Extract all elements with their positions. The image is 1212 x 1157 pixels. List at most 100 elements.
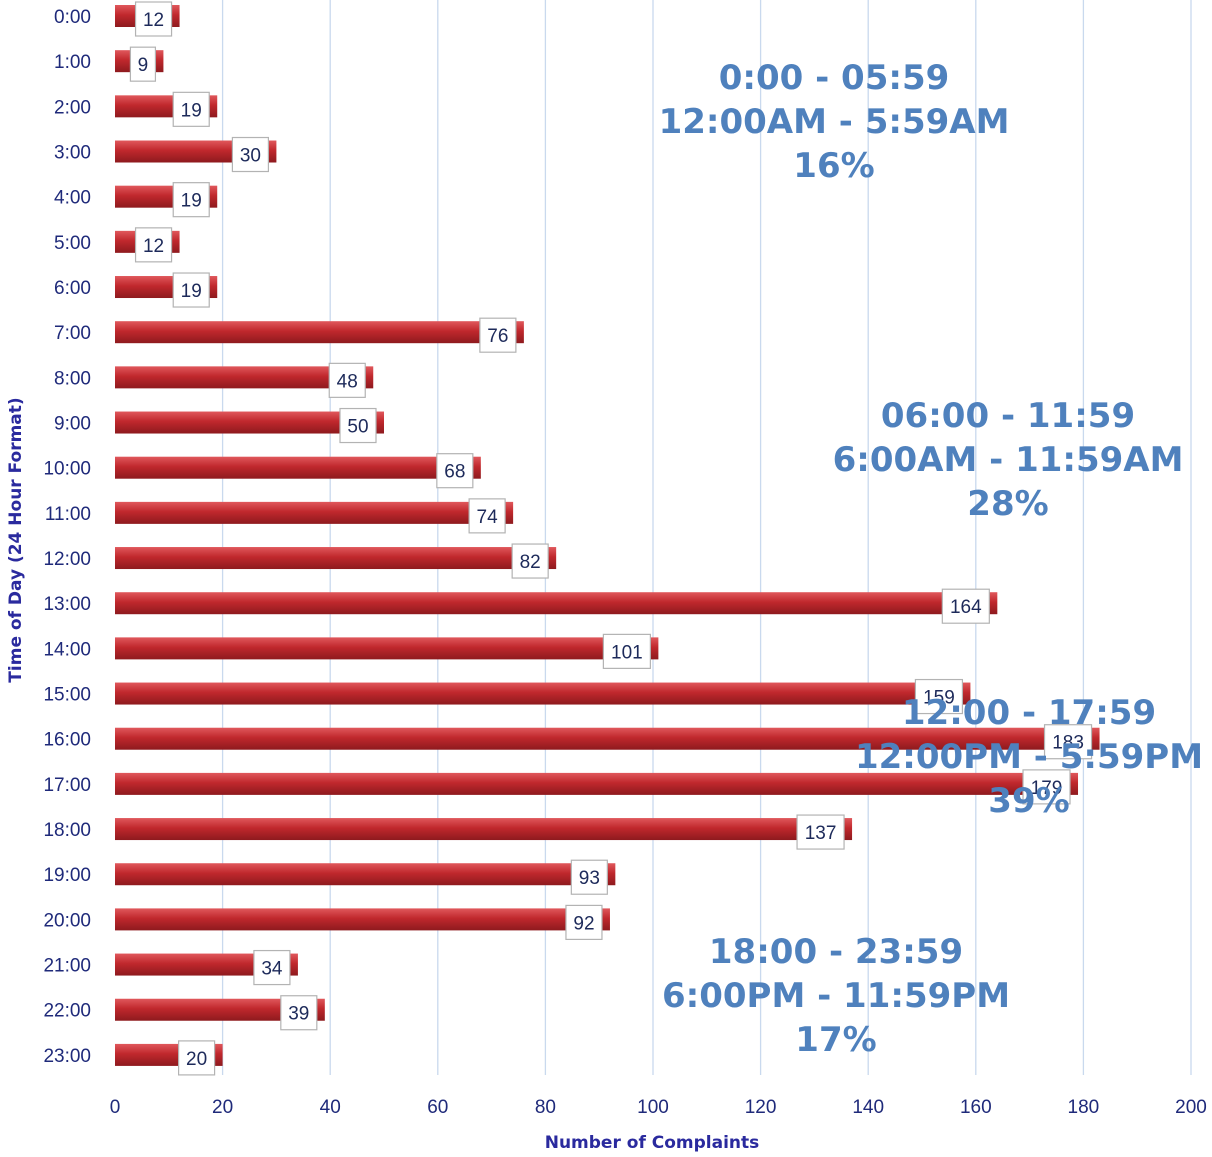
data-label: 179 bbox=[1031, 778, 1063, 799]
data-label: 12 bbox=[143, 10, 164, 31]
bar bbox=[115, 366, 374, 389]
data-label-box bbox=[796, 814, 845, 850]
x-tick-label: 120 bbox=[745, 1097, 777, 1118]
data-label: 93 bbox=[579, 868, 600, 889]
data-label: 19 bbox=[181, 100, 202, 121]
bar bbox=[115, 592, 998, 615]
data-label: 19 bbox=[181, 191, 202, 212]
data-label: 92 bbox=[573, 913, 594, 934]
y-tick-label: 19:00 bbox=[43, 865, 91, 886]
data-label: 9 bbox=[138, 55, 149, 76]
data-label: 50 bbox=[347, 417, 368, 438]
y-axis-ticks: 0:00 1:00 2:00 3:00 4:00 5:00 6:00 7:00 8:00 9:00… bbox=[43, 7, 91, 1067]
x-tick-label: 140 bbox=[852, 1097, 884, 1118]
data-label-box bbox=[339, 407, 377, 444]
bar bbox=[115, 818, 853, 841]
data-label-box bbox=[172, 272, 210, 308]
x-tick-label: 180 bbox=[1068, 1097, 1100, 1118]
data-label-box bbox=[914, 678, 964, 715]
x-tick-label: 40 bbox=[320, 1097, 341, 1118]
y-tick-label: 15:00 bbox=[43, 685, 91, 706]
x-tick-label: 0 bbox=[110, 1097, 121, 1118]
data-label: 12 bbox=[143, 236, 164, 257]
data-label-box bbox=[468, 498, 506, 534]
data-labels: 12 9 19 30 19 12 19 76 48 50 68 74 82 164 101 159 183 179… bbox=[129, 1, 1093, 1076]
annotation-line: 6:00AM - 11:59AM bbox=[833, 440, 1184, 480]
data-label-box bbox=[231, 136, 269, 173]
x-tick-label: 80 bbox=[535, 1097, 556, 1118]
y-tick-label: 4:00 bbox=[54, 188, 91, 209]
data-label-box bbox=[570, 859, 608, 895]
data-label-box bbox=[172, 182, 210, 218]
data-label: 183 bbox=[1052, 733, 1084, 754]
gridlines bbox=[221, 0, 1192, 1075]
data-label: 159 bbox=[923, 688, 955, 709]
bar bbox=[115, 321, 524, 344]
bar bbox=[115, 547, 557, 570]
annotation-line: 18:00 - 23:59 bbox=[709, 932, 963, 972]
data-label-box bbox=[328, 362, 366, 398]
y-tick-label: 7:00 bbox=[54, 323, 91, 344]
data-label: 19 bbox=[181, 281, 202, 302]
annotation-line: 6:00PM - 11:59PM bbox=[662, 976, 1010, 1016]
data-label-box bbox=[436, 453, 474, 489]
y-tick-label: 14:00 bbox=[43, 639, 91, 660]
x-tick-label: 20 bbox=[212, 1097, 233, 1118]
data-label: 39 bbox=[288, 1004, 309, 1025]
data-label-box bbox=[565, 904, 603, 941]
y-tick-label: 16:00 bbox=[43, 730, 91, 751]
data-label-box bbox=[253, 949, 291, 986]
annotation-line: 39% bbox=[988, 781, 1069, 821]
y-tick-label: 18:00 bbox=[43, 820, 91, 841]
annotation-line: 28% bbox=[967, 484, 1048, 524]
data-label-box bbox=[134, 227, 173, 263]
bar bbox=[115, 727, 1100, 750]
y-tick-label: 13:00 bbox=[43, 594, 91, 615]
bar bbox=[115, 998, 325, 1021]
data-label: 34 bbox=[261, 959, 283, 980]
bar bbox=[115, 501, 514, 524]
data-label: 48 bbox=[337, 371, 358, 392]
data-label-box bbox=[511, 543, 549, 579]
x-axis-title: Number of Complaints bbox=[545, 1133, 760, 1153]
x-axis-ticks: 0 20 40 60 80 100 120 140 160 180 200 bbox=[110, 1097, 1207, 1118]
y-tick-label: 5:00 bbox=[54, 233, 91, 254]
data-label-box bbox=[178, 1040, 216, 1076]
y-tick-label: 17:00 bbox=[43, 775, 91, 796]
data-label-box bbox=[941, 588, 990, 624]
x-tick-label: 60 bbox=[427, 1097, 448, 1118]
y-tick-label: 9:00 bbox=[54, 414, 91, 435]
data-label-box bbox=[134, 1, 173, 37]
data-label: 30 bbox=[240, 146, 261, 167]
bar bbox=[115, 953, 298, 976]
annotation-line: 12:00AM - 5:59AM bbox=[659, 102, 1010, 142]
y-tick-label: 10:00 bbox=[43, 459, 91, 480]
data-label-box bbox=[479, 317, 517, 353]
y-tick-label: 11:00 bbox=[45, 504, 91, 525]
y-tick-label: 0:00 bbox=[54, 7, 91, 28]
y-tick-label: 23:00 bbox=[43, 1046, 91, 1067]
y-tick-label: 21:00 bbox=[43, 956, 91, 977]
y-tick-label: 8:00 bbox=[54, 368, 91, 389]
data-label: 20 bbox=[186, 1049, 207, 1070]
data-label: 137 bbox=[805, 823, 837, 844]
annotation-line: 12:00PM - 5:59PM bbox=[855, 737, 1203, 777]
data-label: 76 bbox=[487, 326, 508, 347]
y-tick-label: 6:00 bbox=[54, 278, 91, 299]
x-tick-label: 100 bbox=[637, 1097, 669, 1118]
data-label: 74 bbox=[477, 507, 499, 528]
bar bbox=[115, 772, 1079, 795]
y-tick-label: 1:00 bbox=[54, 52, 91, 73]
bar bbox=[115, 682, 971, 705]
annotation-line: 16% bbox=[793, 146, 874, 186]
x-tick-label: 160 bbox=[960, 1097, 992, 1118]
y-tick-label: 22:00 bbox=[43, 1001, 91, 1022]
data-label-box bbox=[602, 633, 651, 669]
x-tick-label: 200 bbox=[1175, 1097, 1207, 1118]
data-label-box bbox=[280, 995, 318, 1031]
data-label: 82 bbox=[520, 552, 541, 573]
bar bbox=[115, 863, 616, 886]
bar bbox=[115, 908, 610, 931]
